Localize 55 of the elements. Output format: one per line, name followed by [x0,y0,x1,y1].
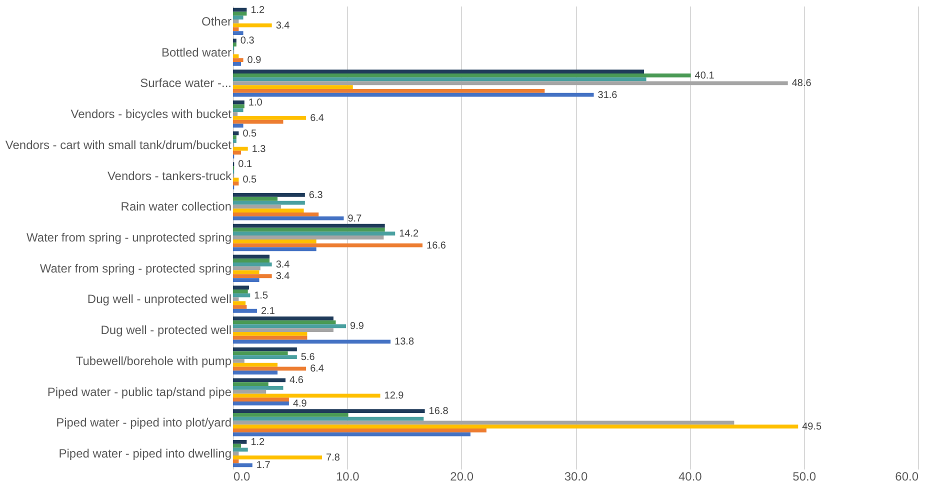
data-label: 3.4 [276,20,290,32]
x-tick-label: 40.0 [678,470,702,484]
data-label: 31.6 [598,90,618,101]
data-label: 12.9 [384,390,404,402]
data-label: 49.5 [802,422,822,433]
y-tick-label: Surface water -... [140,76,232,90]
y-tick-label: Piped water - piped into plot/yard [56,416,232,430]
data-label: 7.8 [326,452,340,464]
y-tick-label: Bottled water [161,45,232,60]
y-tick-label: Vendors - bicycles with bucket [70,107,232,122]
data-label: 3.4 [276,259,290,270]
data-label: 1.3 [252,144,266,155]
y-tick-label: Vendors - tankers-truck [107,168,232,183]
data-label: 0.5 [242,128,258,140]
y-tick-label: Piped water - piped into dwelling [58,446,232,461]
data-label: 4.6 [290,375,304,386]
y-tick-label: Water from spring - unprotected spring [26,230,232,244]
data-label: 48.6 [792,78,812,90]
data-label: 40.1 [694,70,715,82]
data-label: 6.4 [310,364,324,375]
y-tick-label: Tubewell/borehole with pump [76,354,232,368]
data-label: 9.9 [350,321,364,332]
x-tick-label: 10.0 [336,470,360,484]
data-label: 0.5 [242,174,258,186]
x-tick-label: 60.0 [895,470,919,484]
y-tick-label: Rain water collection [120,200,232,214]
y-tick-label: Water from spring - protected spring [40,261,232,276]
data-label: 1.7 [256,460,271,472]
x-tick-label: 50.0 [792,470,816,484]
data-label: 0.1 [238,159,252,170]
data-label: 16.6 [426,240,446,252]
data-label: 1.5 [254,290,268,302]
data-label: 1.2 [250,4,266,16]
data-label: 13.8 [394,336,414,348]
data-label: 0.9 [247,55,262,66]
data-label: 16.8 [428,406,449,418]
data-label: 9.7 [348,213,362,224]
data-label: 2.1 [260,306,276,317]
y-tick-label: Piped water - public tap/stand pipe [47,384,232,399]
x-tick-label: 0.0 [234,470,251,484]
x-tick-label: 30.0 [564,470,588,484]
data-label: 0.3 [240,36,255,47]
data-label: 5.6 [300,352,316,364]
data-label: 6.4 [310,112,324,124]
data-label: 1.2 [250,436,266,448]
data-label: 4.9 [292,398,308,410]
data-label: 3.4 [276,271,290,282]
y-tick-label: Dug well - unprotected well [87,292,232,306]
y-tick-label: Other [201,14,232,28]
data-label: 14.2 [399,228,420,240]
y-tick-label: Dug well - protected well [100,323,232,338]
y-tick-label: Vendors - cart with small tank/drum/bucket [5,138,232,152]
data-label: 6.3 [308,190,324,201]
x-tick-label: 20.0 [450,470,474,484]
data-label: 1.0 [248,97,263,108]
